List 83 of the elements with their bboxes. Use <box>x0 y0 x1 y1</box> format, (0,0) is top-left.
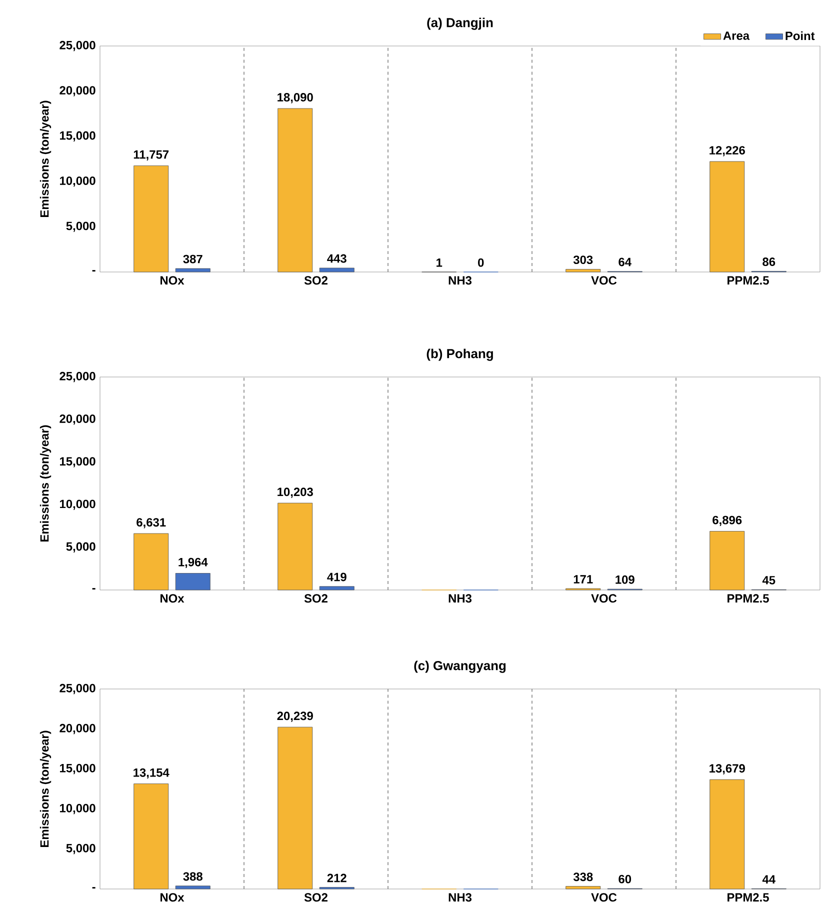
data-label: 303 <box>573 256 593 264</box>
x-tick-label: NOx <box>160 893 184 902</box>
x-tick-label: PPM2.5 <box>728 594 769 603</box>
data-label: 12,226 <box>710 146 745 156</box>
x-tick-label: NOx <box>160 276 184 285</box>
y-tick-label: - <box>92 270 96 272</box>
chart-title: (a) Dangjin <box>427 18 493 30</box>
y-axis-title: Emissions (ton/year) <box>40 730 52 847</box>
data-label: 13,154 <box>134 768 170 779</box>
y-tick-label: 25,000 <box>60 40 96 52</box>
data-label: 171 <box>574 575 593 584</box>
bar <box>566 269 601 272</box>
bar <box>710 161 745 272</box>
bar <box>319 586 354 590</box>
y-tick-label: 15,000 <box>60 131 96 142</box>
x-tick-label: VOC <box>591 276 617 285</box>
data-label: 0 <box>478 258 484 267</box>
data-label: 45 <box>762 576 776 584</box>
data-label: 18,090 <box>278 93 313 104</box>
data-label: 86 <box>762 258 776 266</box>
y-tick-label: 5,000 <box>66 844 96 854</box>
bar <box>278 502 313 590</box>
x-tick-label: VOC <box>591 594 617 603</box>
data-label: 1,964 <box>178 558 208 568</box>
data-label: 60 <box>618 874 632 884</box>
y-axis-title: Emissions (ton/year) <box>40 425 52 542</box>
x-tick-label: SO2 <box>304 276 328 285</box>
data-label: 1 <box>436 258 442 267</box>
bar <box>278 108 313 272</box>
x-tick-label: SO2 <box>304 594 328 603</box>
chart-title: (c) Gwangyang <box>414 660 506 673</box>
bar <box>134 533 169 590</box>
data-label: 388 <box>183 872 202 881</box>
legend-label: Area <box>723 32 750 40</box>
bar <box>710 531 745 590</box>
data-label: 6,631 <box>136 518 166 528</box>
bar <box>175 573 210 590</box>
y-tick-label: 5,000 <box>66 222 96 232</box>
data-label: 64 <box>618 258 632 266</box>
y-tick-label: 20,000 <box>60 86 96 96</box>
x-tick-label: NH3 <box>448 594 472 603</box>
data-label: 109 <box>616 575 634 584</box>
bar <box>134 166 169 272</box>
bar <box>134 784 169 890</box>
data-label: 443 <box>327 254 346 263</box>
data-label: 419 <box>327 572 346 582</box>
y-tick-label: 20,000 <box>60 724 96 734</box>
y-tick-label: 5,000 <box>66 542 96 552</box>
bar <box>710 779 745 890</box>
x-tick-label: NH3 <box>448 276 472 285</box>
y-tick-label: 25,000 <box>60 684 96 694</box>
data-label: 6,896 <box>712 516 742 526</box>
data-label: 13,679 <box>710 764 745 774</box>
bar <box>566 886 601 890</box>
y-tick-label: - <box>92 887 96 889</box>
bar <box>319 268 354 272</box>
data-label: 387 <box>183 254 202 264</box>
y-tick-label: 15,000 <box>60 764 96 774</box>
data-label: 44 <box>762 875 776 884</box>
x-tick-label: VOC <box>591 893 617 902</box>
data-label: 20,239 <box>277 712 313 722</box>
y-tick-label: 10,000 <box>60 500 96 510</box>
chart-title: (b) Pohang <box>426 348 493 361</box>
y-tick-label: 10,000 <box>60 804 96 814</box>
data-label: 10,203 <box>278 488 313 498</box>
x-tick-label: NH3 <box>448 893 472 902</box>
x-tick-label: PPM2.5 <box>728 276 769 285</box>
y-tick-label: 20,000 <box>60 414 96 425</box>
data-label: 11,757 <box>134 150 169 160</box>
y-tick-label: 25,000 <box>60 372 96 382</box>
data-label: 212 <box>327 874 346 882</box>
bar <box>278 726 313 890</box>
y-tick-label: - <box>92 588 96 590</box>
x-tick-label: NOx <box>160 594 184 603</box>
y-tick-label: 15,000 <box>60 457 96 468</box>
data-label: 338 <box>573 872 593 882</box>
y-tick-label: 10,000 <box>60 176 96 187</box>
x-tick-label: SO2 <box>304 893 328 902</box>
y-axis-title: Emissions (ton/year) <box>40 100 52 217</box>
bar <box>175 886 210 890</box>
x-tick-label: PPM2.5 <box>728 893 769 902</box>
bar <box>175 268 210 272</box>
legend-label: Point <box>786 31 815 40</box>
